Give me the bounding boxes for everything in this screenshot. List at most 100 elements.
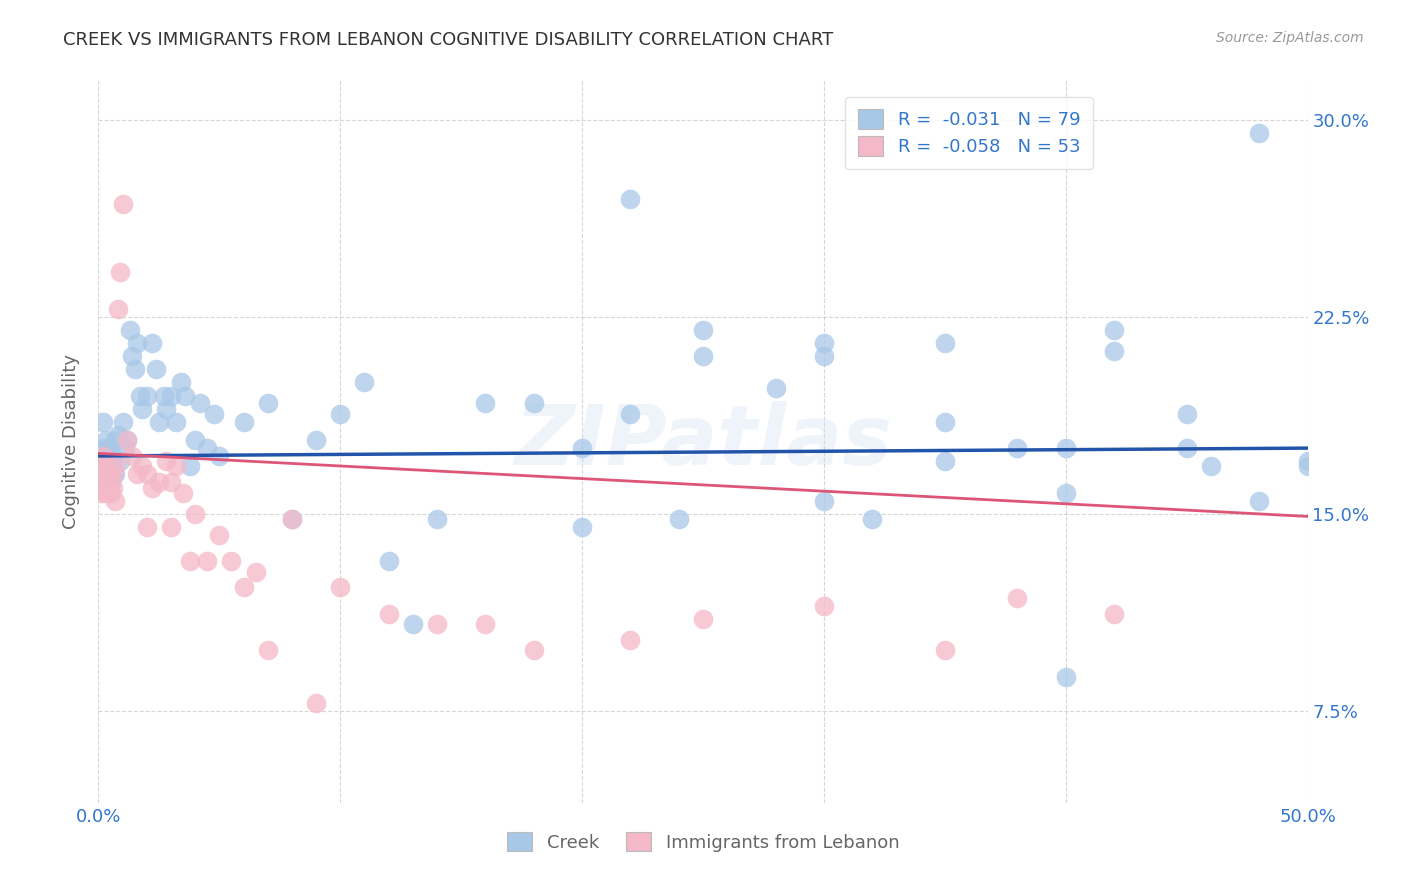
Point [329,407,352,421]
Point [353,376,375,390]
Point [117,434,139,448]
Point [104,467,127,482]
Point [221,554,243,568]
Point [165,415,187,429]
Point [121,349,143,363]
Y-axis label: Cognitive Disability: Cognitive Disability [62,354,80,529]
Point [571,441,593,455]
Point [100,459,122,474]
Point [619,192,641,206]
Point [402,617,425,632]
Point [426,617,449,632]
Point [184,434,207,448]
Point [1007,591,1029,605]
Point [94,467,117,482]
Point [104,459,127,474]
Point [813,336,835,351]
Point [523,396,546,410]
Point [155,454,177,468]
Point [127,467,149,482]
Point [934,336,956,351]
Point [111,196,134,211]
Point [108,265,131,279]
Point [1102,607,1125,621]
Point [256,396,278,410]
Point [813,599,835,613]
Point [97,459,120,474]
Point [692,612,714,626]
Point [1102,343,1125,358]
Point [305,434,328,448]
Point [97,459,120,474]
Point [934,643,956,657]
Point [141,481,163,495]
Point [208,449,231,463]
Point [1054,485,1077,500]
Point [1007,441,1029,455]
Point [1175,441,1198,455]
Point [87,459,110,474]
Point [145,362,167,376]
Point [1296,459,1319,474]
Point [281,512,304,526]
Point [426,512,449,526]
Point [692,323,714,337]
Point [131,459,153,474]
Point [195,554,218,568]
Point [141,336,163,351]
Point [90,485,112,500]
Point [90,454,112,468]
Point [94,467,117,482]
Point [934,454,956,468]
Point [813,493,835,508]
Point [188,396,211,410]
Point [1296,454,1319,468]
Point [104,434,127,448]
Point [135,520,157,534]
Point [160,475,183,490]
Point [97,441,120,455]
Point [813,349,835,363]
Point [208,528,231,542]
Point [155,401,177,416]
Point [692,349,714,363]
Point [111,415,134,429]
Point [245,565,267,579]
Point [1054,441,1077,455]
Point [94,485,117,500]
Point [117,434,139,448]
Point [619,632,641,647]
Point [523,643,546,657]
Point [97,475,120,490]
Point [160,520,183,534]
Point [174,388,197,402]
Text: ZIPatlas: ZIPatlas [515,401,891,482]
Point [91,415,114,429]
Point [377,607,399,621]
Point [124,362,146,376]
Point [377,554,399,568]
Point [474,396,496,410]
Point [121,449,143,463]
Point [305,696,328,710]
Point [152,388,174,402]
Point [100,485,122,500]
Point [179,554,201,568]
Point [329,580,352,594]
Point [172,485,194,500]
Point [101,449,124,463]
Point [108,454,131,468]
Point [135,467,157,482]
Point [1249,493,1271,508]
Point [100,449,122,463]
Point [94,434,117,448]
Point [90,459,112,474]
Point [860,512,883,526]
Point [179,459,201,474]
Point [668,512,690,526]
Point [101,467,124,482]
Point [118,323,141,337]
Point [91,449,114,463]
Point [256,643,278,657]
Point [131,401,153,416]
